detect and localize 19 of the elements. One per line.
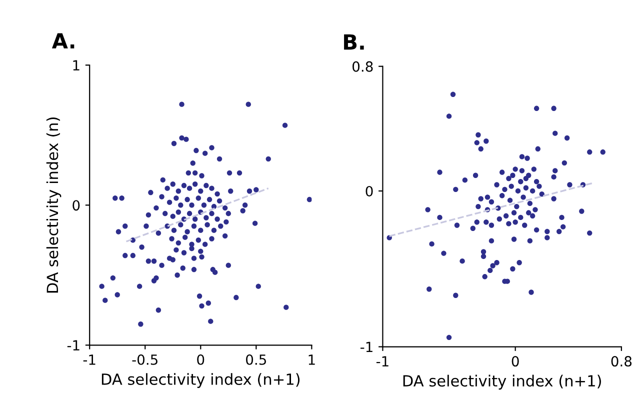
x-axis-title: DA selectivity index (n+1)	[102, 373, 300, 388]
x-tick-label: 0.5	[246, 354, 266, 365]
x-axis-title: DA selectivity index (n+1)	[403, 374, 601, 390]
y-tick-label: -1	[67, 340, 80, 350]
chart-title: B.	[344, 34, 364, 50]
x-tick-label: -0.5	[132, 354, 158, 365]
y-tick-label: 1	[73, 60, 80, 70]
x-tick-label: 0	[197, 354, 204, 365]
y-tick-label: -1	[360, 342, 372, 352]
y-axis-title: DA selectivity index (n)	[46, 118, 62, 293]
x-tick-label: 0	[512, 356, 519, 367]
y-tick-label: 0.8	[352, 61, 373, 72]
x-tick-label: 1	[308, 354, 315, 365]
y-tick-label: 0	[366, 186, 373, 196]
y-tick-label: 0	[72, 200, 80, 211]
x-tick-label: 0.8	[611, 356, 632, 367]
chart-title: A.	[52, 33, 74, 48]
x-tick-label: -1	[83, 354, 96, 365]
x-tick-label: -1	[376, 356, 388, 366]
